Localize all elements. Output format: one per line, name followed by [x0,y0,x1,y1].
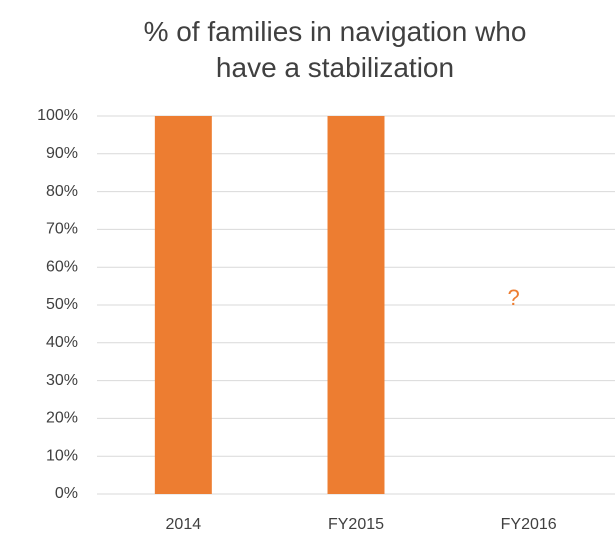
annotation: ? [508,285,520,310]
x-tick-label: 2014 [166,516,202,533]
y-tick-label: 0% [55,485,78,502]
chart-title: % of families in navigation who have a s… [143,16,527,83]
y-tick-label: 20% [46,410,78,427]
y-tick-label: 80% [46,183,78,200]
y-tick-label: 60% [46,258,78,275]
y-tick-label: 30% [46,372,78,389]
x-tick-label: FY2016 [501,516,557,533]
bar [327,116,385,494]
bar [154,116,212,494]
y-tick-label: 70% [46,221,78,238]
y-tick-label: 40% [46,334,78,351]
y-tick-label: 90% [46,145,78,162]
y-tick-label: 10% [46,447,78,464]
x-tick-label: FY2015 [328,516,384,533]
y-tick-label: 50% [46,296,78,313]
y-tick-label: 100% [37,107,78,124]
